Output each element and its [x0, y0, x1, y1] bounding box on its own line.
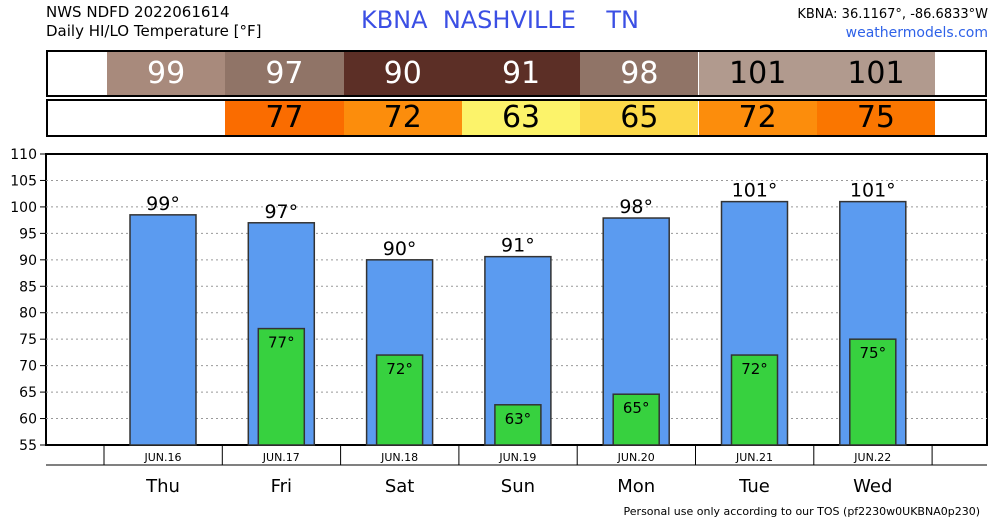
high-label: 90°: [383, 238, 417, 260]
low-bar: [257, 327, 306, 446]
axes: 55 60 65 70 75 80 85 90 95 100 105 110 JUN.16 Thu JUN.…: [10, 147, 987, 497]
weekday-label: Sun: [501, 476, 535, 497]
model-run-label: NWS NDFD 2022061614: [46, 3, 230, 21]
low-label: 72°: [386, 360, 413, 378]
low-label: 63°: [505, 410, 532, 428]
date-label: JUN.21: [735, 451, 773, 464]
high-label: 98°: [619, 196, 653, 218]
lo_strip-cell: 63: [461, 101, 581, 135]
date-label: JUN.17: [262, 451, 300, 464]
low-bar: [730, 354, 779, 446]
city-name: NASHVILLE: [442, 6, 576, 34]
y-tick-label: 90: [19, 253, 37, 269]
high-label: 101°: [732, 180, 778, 202]
y-tick-label: 75: [19, 332, 37, 348]
y-tick-label: 110: [10, 147, 37, 163]
lo_strip-cell: 77: [225, 101, 344, 135]
hi_strip-cell: 98: [580, 52, 699, 95]
weekday-label: Sat: [385, 476, 415, 497]
y-tick-label: 100: [10, 200, 37, 216]
lo_strip-cell: [107, 101, 226, 135]
y-tick-label: 80: [19, 306, 37, 322]
high-label: 99°: [146, 193, 180, 215]
low-bar: [612, 393, 660, 446]
y-tick-label: 65: [19, 385, 37, 401]
weekday-label: Mon: [617, 476, 655, 497]
weekday-label: Thu: [145, 476, 180, 497]
y-tick-label: 70: [19, 359, 37, 375]
low-bar: [494, 404, 542, 446]
high-temp-strip: 99 97 90 91 98 101 101: [46, 50, 987, 97]
date-label: JUN.20: [617, 451, 655, 464]
chart-title: Daily HI/LO Temperature [°F]: [46, 22, 262, 40]
weekday-label: Fri: [271, 476, 292, 497]
state-name: TN: [606, 6, 640, 34]
hi_strip-cell: 91: [461, 52, 581, 95]
lo_strip-cell: 65: [580, 101, 699, 135]
lo_strip-cell: 72: [343, 101, 462, 135]
hi_strip-cell: 97: [225, 52, 344, 95]
low-bar: [849, 338, 897, 446]
low-label: 77°: [268, 334, 295, 352]
high-label: 91°: [501, 235, 535, 257]
high-bar: [129, 214, 197, 446]
hi_strip-cell: 101: [698, 52, 817, 95]
station-id: KBNA: [360, 6, 428, 34]
weekday-label: Tue: [738, 476, 770, 497]
date-label: JUN.18: [380, 451, 418, 464]
high-label: 97°: [264, 201, 298, 223]
hi_strip-cell: 101: [816, 52, 936, 95]
location-info: KBNA: 36.1167°, -86.6833°W weathermodels…: [797, 5, 988, 43]
weekday-label: Wed: [853, 476, 892, 497]
hi_strip-cell: 90: [343, 52, 462, 95]
y-tick-label: 95: [19, 226, 37, 242]
footer-note: Personal use only according to our TOS (…: [623, 505, 980, 518]
lo_strip-cell: 72: [698, 101, 817, 135]
chart-info: NWS NDFD 2022061614 Daily HI/LO Temperat…: [46, 3, 262, 41]
y-tick-label: 60: [19, 412, 37, 428]
coordinates: KBNA: 36.1167°, -86.6833°W: [797, 7, 988, 22]
date-label: JUN.19: [498, 451, 536, 464]
location-title: KBNA NASHVILLE TN: [0, 6, 1000, 34]
hi_strip-cell: 99: [107, 52, 226, 95]
low-label: 65°: [623, 399, 650, 417]
date-label: JUN.22: [853, 451, 891, 464]
site-link[interactable]: weathermodels.com: [845, 25, 988, 41]
low-label: 75°: [860, 344, 887, 362]
high-label: 101°: [850, 180, 896, 202]
y-tick-label: 105: [10, 173, 37, 189]
low-temp-strip: 77 72 63 65 72 75: [46, 99, 987, 137]
low-bar: [375, 354, 424, 446]
bars: 99° 97° 90° 91° 98° 101° 101° 77° 72° 63° 65° 72° 75…: [129, 180, 907, 446]
y-tick-label: 55: [19, 438, 37, 454]
date-label: JUN.16: [143, 451, 181, 464]
lo_strip-cell: 75: [816, 101, 936, 135]
y-tick-label: 85: [19, 279, 37, 295]
low-label: 72°: [741, 360, 768, 378]
